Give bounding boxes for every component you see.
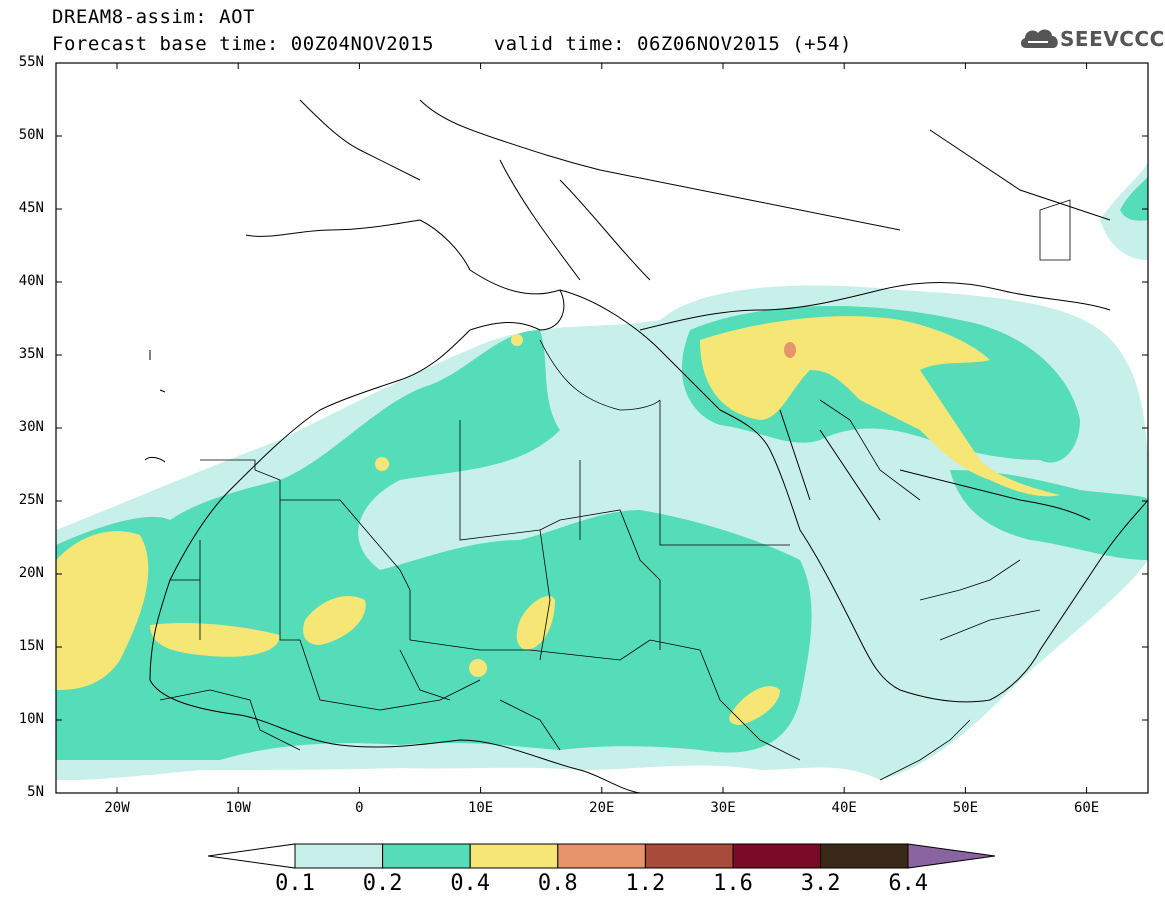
colorbar-label: 1.2: [625, 871, 666, 896]
lat-label: 35N: [18, 346, 44, 362]
lat-label: 30N: [18, 419, 44, 435]
colorbar-box: [732, 843, 822, 869]
lat-label: 15N: [18, 638, 44, 654]
colorbar: [207, 843, 996, 869]
lat-label: 20N: [18, 565, 44, 581]
colorbar-high-arrow: [907, 843, 996, 869]
colorbar-box: [294, 843, 384, 869]
colorbar-label: 0.1: [275, 871, 315, 896]
chart-title: DREAM8-assim: AOT: [52, 6, 255, 28]
coastlines: [144, 99, 1148, 793]
country-borders: [159, 199, 1071, 781]
colorbar-low-arrow: [207, 843, 296, 869]
lat-label: 50N: [18, 127, 44, 143]
aot-contour-0.4: [56, 316, 1060, 725]
lat-label: 10N: [18, 711, 44, 727]
colorbar-label: 0.2: [362, 871, 403, 896]
forecast-time-line: Forecast base time: 00Z04NOV2015 valid t…: [52, 33, 852, 55]
lat-label: 55N: [18, 54, 44, 70]
lon-label: 40E: [831, 800, 857, 816]
lat-label: 5N: [27, 784, 44, 800]
lon-label: 60E: [1073, 800, 1100, 816]
lon-label: 10W: [225, 800, 251, 816]
colorbar-label: 0.8: [537, 871, 578, 896]
colorbar-box: [820, 843, 909, 869]
colorbar-box: [382, 843, 471, 869]
lat-label: 25N: [18, 492, 44, 508]
colorbar-label: 1.6: [713, 871, 753, 896]
lat-label: 45N: [18, 200, 44, 216]
lon-label: 10E: [467, 800, 494, 816]
lon-label: 50E: [952, 800, 979, 816]
colorbar-box: [557, 843, 646, 869]
lon-label: 30E: [710, 800, 736, 816]
colorbar-box: [469, 843, 559, 869]
logo-text: SEEVCCC: [1060, 27, 1165, 51]
cloud-logo-icon: [1020, 29, 1058, 48]
lat-label: 40N: [18, 273, 44, 289]
lon-label: 20W: [104, 800, 130, 816]
colorbar-label: 0.4: [450, 871, 491, 896]
colorbar-label: 6.4: [888, 871, 929, 896]
colorbar-label: 3.2: [800, 871, 841, 896]
lon-label: 0: [355, 800, 364, 816]
colorbar-box: [644, 843, 734, 869]
lon-label: 20E: [589, 800, 615, 816]
aot-contour-0.8: [784, 342, 796, 358]
